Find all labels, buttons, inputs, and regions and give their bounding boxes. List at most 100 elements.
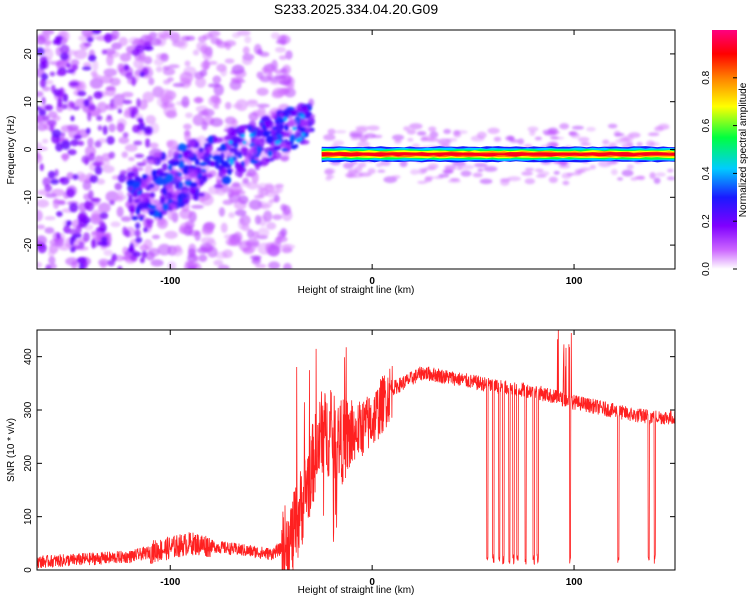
spectrogram-cell [200, 194, 214, 206]
spectrogram-cell [218, 207, 226, 217]
spectrogram-cell [202, 48, 213, 61]
spectrogram-cell [424, 177, 433, 183]
spectrogram-cell [162, 186, 167, 196]
spectrogram-cell [133, 140, 143, 146]
spectrogram-cell [88, 54, 97, 62]
spectrogram-cell [70, 59, 80, 67]
spectrogram-cell [47, 170, 56, 179]
spectrogram-cell [39, 163, 45, 171]
spectrogram-cell [167, 77, 174, 82]
spectrogram-cell [78, 262, 85, 269]
spectrogram-cell [179, 208, 193, 220]
spectrogram-cell [647, 132, 660, 137]
spectrogram-cell [248, 199, 263, 211]
spectrogram-cell [272, 214, 283, 221]
spectrogram-cell [201, 175, 208, 180]
spectrogram-cell [77, 213, 87, 222]
spectrogram-cell [69, 202, 79, 213]
spectrogram-cell [104, 48, 116, 55]
spectrogram-cell [98, 258, 110, 267]
spectrogram-cell [207, 60, 218, 65]
spectrogram-cell [327, 128, 336, 135]
spectrogram-cell [108, 123, 116, 133]
spectrogram-cell [139, 71, 145, 78]
spectrogram-cell [66, 220, 72, 226]
spectrogram-cell [127, 171, 135, 178]
spectrogram-cell [233, 150, 243, 157]
spectrogram-cell [477, 168, 484, 172]
spectrogram-cell [244, 35, 252, 44]
spectrogram-cell [301, 106, 309, 115]
snr-y-tick-label: 200 [23, 455, 34, 472]
spectrogram-cell [132, 106, 139, 115]
spectrogram-cell [127, 186, 134, 192]
spectrogram-cell [167, 149, 173, 159]
colorbar-tick-label: 0.6 [701, 118, 712, 132]
spectrogram-cell [205, 150, 210, 159]
spectrogram-cell [406, 129, 417, 135]
spectrogram-cell [253, 194, 265, 199]
spectrogram-cell [270, 32, 281, 40]
spectrogram-cell [148, 247, 160, 257]
spectrogram-cell [89, 78, 104, 89]
spectrogram-cell [186, 139, 196, 148]
spectrogram-cell [500, 179, 510, 186]
spectrogram-cell [238, 240, 252, 252]
spectrogram-cell [52, 115, 61, 122]
spectrogram-y-label: Frequency (Hz) [6, 116, 17, 185]
spectrogram-cell [245, 172, 253, 177]
spectrogram-cell [266, 135, 274, 144]
spectrogram-cell [70, 139, 79, 147]
spectrogram-cell [409, 123, 423, 130]
spectrogram-cell [421, 135, 435, 141]
spectrogram-cell [165, 183, 175, 192]
spectrogram-cell [93, 91, 103, 100]
spectrogram-cell [649, 172, 656, 179]
spectrogram-cell [101, 49, 108, 55]
spectrogram-cell [191, 204, 204, 209]
spectrogram-cell [96, 178, 106, 185]
spectrogram-cell [103, 68, 118, 77]
spectrogram-cell [277, 88, 291, 95]
spectrogram-cell [86, 36, 94, 43]
spectrogram-cell [507, 135, 514, 141]
spectrogram-cell [308, 98, 315, 107]
spectrogram-cell [56, 232, 61, 239]
spectrogram-tone [321, 146, 675, 163]
spectrogram-cell [356, 127, 368, 134]
spectrogram-cell [145, 186, 151, 192]
spectrogram-cell [207, 135, 214, 144]
spectrogram-cell [162, 102, 175, 108]
spectrogram-cell [579, 167, 591, 172]
spectrogram-cell [222, 167, 227, 175]
colorbar-tick-label: 0.4 [701, 166, 712, 180]
spectrogram-cell [577, 136, 590, 143]
spectrogram-cell [61, 139, 71, 150]
spectrogram-cell [417, 167, 426, 175]
spectrogram-cell [200, 60, 211, 70]
spectrogram-cell [123, 64, 130, 71]
spectrogram-cell [105, 190, 119, 203]
spectrogram-cell [49, 263, 57, 269]
spectrogram-cell [81, 30, 94, 37]
spectrogram-tone-layer [321, 152, 675, 157]
spectrogram-cell [119, 170, 128, 176]
spectrogram-cell [473, 162, 488, 168]
spectrogram-cell [37, 199, 50, 208]
spectrogram-cell [598, 160, 612, 168]
spectrogram-cell [146, 175, 153, 184]
spectrogram-cell [242, 46, 250, 55]
spectrogram-cell [428, 126, 437, 132]
spectrogram-cell [294, 143, 299, 149]
spectrogram-cell [72, 106, 80, 111]
spectrogram-cell [210, 117, 224, 127]
spectrogram-cell [179, 71, 194, 84]
spectrogram-cell [636, 175, 646, 181]
spectrogram-cell [278, 55, 287, 61]
spectrogram-cell [42, 138, 49, 144]
spectrogram-cell [106, 54, 114, 67]
spectrogram-cell [95, 227, 105, 233]
spectrogram-cell [391, 175, 401, 179]
spectrogram-cell [617, 177, 624, 181]
spectrogram-cell [266, 222, 277, 230]
